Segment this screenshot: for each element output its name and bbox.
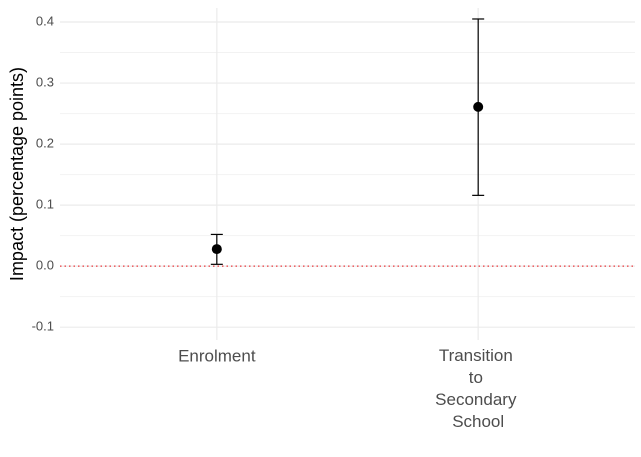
x-tick-label: Enrolment: [178, 346, 256, 365]
point: [473, 101, 484, 112]
y-tick-label: 0.4: [36, 13, 54, 28]
y-tick-label: 0.2: [36, 136, 54, 151]
y-tick-label: 0.3: [36, 75, 54, 90]
y-tick-label: -0.1: [32, 319, 54, 334]
y-axis-title: Impact (percentage points): [7, 67, 27, 281]
point: [211, 244, 222, 255]
y-tick-label: 0.1: [36, 197, 54, 212]
y-tick-label: 0.0: [36, 258, 54, 273]
x-tick-label: Transition to Secondary School: [435, 346, 521, 431]
